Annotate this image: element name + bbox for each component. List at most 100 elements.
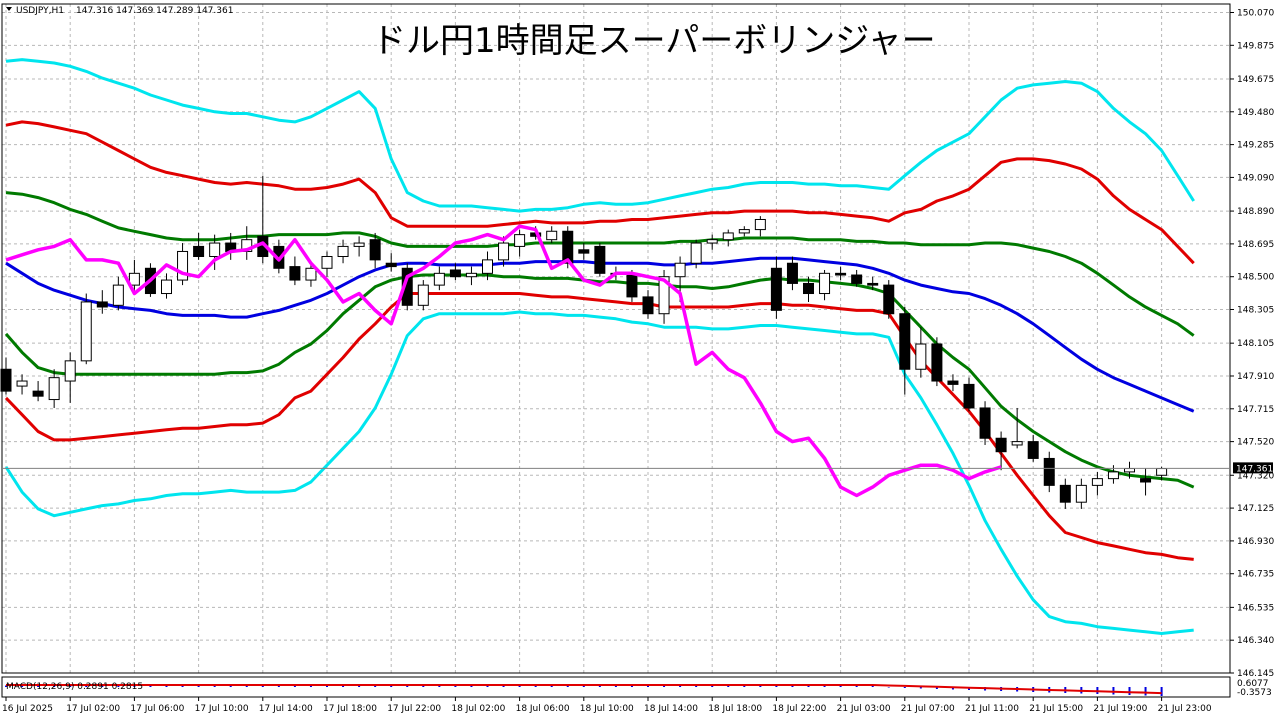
x-tick-label: 16 Jul 2025 (2, 704, 53, 714)
candle-body (963, 383, 975, 409)
y-tick-label: 147.520 (1237, 438, 1274, 448)
candle-body (915, 343, 927, 370)
y-tick-label: 146.735 (1237, 570, 1274, 580)
y-tick-label: 148.890 (1237, 207, 1274, 217)
x-tick-label: 17 Jul 10:00 (195, 704, 249, 714)
candle-body (1043, 457, 1055, 486)
candle (514, 229, 526, 257)
candle-body (1075, 484, 1087, 503)
candle (112, 276, 124, 311)
candle (706, 234, 718, 250)
candle-body (578, 249, 590, 254)
candle (690, 239, 702, 269)
candle-body (48, 377, 60, 401)
candle-body (786, 262, 798, 284)
candle (1011, 407, 1023, 449)
candle-body (658, 276, 670, 315)
y-tick-label: 146.340 (1237, 636, 1274, 646)
candle-body (514, 234, 526, 247)
candle-body (1091, 478, 1103, 486)
candle (915, 327, 927, 378)
y-tick-label: 146.930 (1237, 537, 1274, 547)
y-tick-label: 147.910 (1237, 372, 1274, 382)
candle (835, 266, 847, 281)
symbol-dropdown-icon[interactable] (6, 7, 12, 11)
candle-body (883, 284, 895, 315)
candle (786, 256, 798, 291)
candle (642, 290, 654, 319)
candle-body (867, 282, 879, 286)
candle (546, 226, 558, 244)
macd-signal-line (6, 684, 1162, 695)
y-tick-label: 149.480 (1237, 108, 1274, 118)
chart-title: ドル円1時間足スーパーボリンジャー (372, 21, 936, 61)
candle-body (1027, 441, 1039, 459)
candle (883, 280, 895, 319)
candle (1075, 478, 1087, 509)
candle (64, 352, 76, 403)
candle (128, 259, 140, 294)
candle (803, 276, 814, 302)
sub-frame (1, 676, 1231, 698)
x-tick-label: 21 Jul 11:00 (965, 704, 1019, 714)
x-tick-label: 21 Jul 03:00 (837, 704, 891, 714)
x-tick-label: 17 Jul 02:00 (66, 704, 120, 714)
x-tick-label: 17 Jul 14:00 (259, 704, 313, 714)
candle (193, 232, 205, 260)
x-tick-label: 18 Jul 06:00 (516, 704, 570, 714)
y-tick-label: 148.105 (1237, 339, 1274, 349)
candle-body (337, 245, 349, 258)
candle (385, 253, 397, 272)
x-tick-label: 21 Jul 07:00 (901, 704, 955, 714)
candle-body (433, 272, 445, 286)
macd-label: MACD(12,26,9) 0.2891 0.2815 (6, 682, 143, 692)
y-tick-label: 147.320 (1237, 471, 1274, 481)
candle-body (899, 313, 911, 370)
candle (995, 431, 1007, 471)
candle-body (289, 266, 301, 281)
y-tick-label: 150.070 (1237, 9, 1274, 19)
candle-body (353, 242, 365, 247)
y-tick-label: 147.715 (1237, 405, 1274, 415)
candle (594, 243, 606, 277)
candle-body (498, 242, 510, 261)
candle-body (1156, 468, 1168, 476)
candle-body (835, 272, 847, 276)
band-line-sigma3 (5, 58, 1195, 213)
current-price-tag (1233, 462, 1273, 474)
y-tick-label: 149.875 (1237, 41, 1274, 51)
band-line-sigma3 (4, 310, 1194, 635)
candle (337, 239, 349, 264)
x-tick-label: 18 Jul 14:00 (644, 704, 698, 714)
candle-body (32, 390, 44, 397)
candle (289, 256, 301, 286)
candle-body (305, 267, 317, 281)
candle-body (931, 343, 943, 382)
chart-frame (1, 3, 1231, 698)
candle-body (96, 301, 108, 308)
candle-body (562, 230, 574, 264)
candle (1027, 434, 1039, 462)
candle-body (642, 296, 654, 315)
candle (465, 266, 477, 286)
candle (738, 226, 750, 237)
candle-body (1011, 441, 1023, 446)
lagging-span-line (5, 224, 1002, 498)
candle-body (369, 239, 381, 261)
band-line-sigma2 (5, 120, 1195, 265)
candle-body (80, 301, 92, 362)
candle-body (1107, 471, 1119, 480)
candle (931, 337, 943, 387)
current-price-value: 147.361 (1236, 464, 1273, 474)
candle-body (674, 262, 686, 278)
candle (96, 290, 108, 314)
x-tick-label: 18 Jul 18:00 (708, 704, 762, 714)
candle (722, 229, 734, 247)
time-axis: 16 Jul 2025 17 Jul 02:00 17 Jul 06:00 17 Ju… (2, 697, 1212, 714)
candle (770, 256, 782, 319)
candle (32, 381, 44, 402)
main-frame (1, 3, 1231, 674)
candle-body (385, 262, 397, 268)
